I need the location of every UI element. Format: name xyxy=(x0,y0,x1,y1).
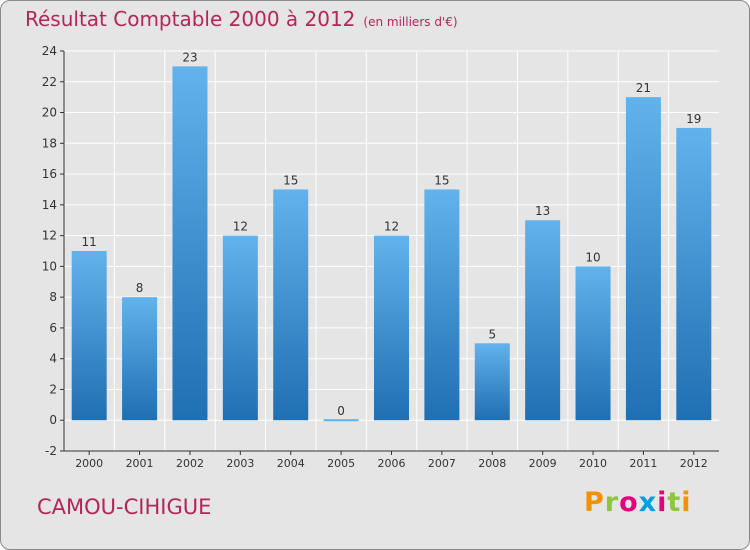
bars xyxy=(71,66,712,422)
bar-2012 xyxy=(676,127,712,421)
value-label: 10 xyxy=(585,250,600,264)
bar-2005 xyxy=(323,419,359,422)
x-tick-label: 2001 xyxy=(126,457,154,470)
value-label: 19 xyxy=(686,112,701,126)
x-tick-label: 2004 xyxy=(277,457,305,470)
y-tick-label: 18 xyxy=(42,136,57,150)
proxiti-logo: Proxiti xyxy=(584,487,692,518)
logo-letter: t xyxy=(667,487,682,518)
x-tick-label: 2005 xyxy=(327,457,355,470)
value-label: 11 xyxy=(82,235,97,249)
y-tick-label: -2 xyxy=(45,444,57,458)
logo-letter: i xyxy=(657,487,668,518)
x-tick-label: 2009 xyxy=(529,457,557,470)
y-tick-label: 8 xyxy=(49,290,57,304)
x-tick-label: 2010 xyxy=(579,457,607,470)
x-tick-label: 2006 xyxy=(378,457,406,470)
y-tick-label: 20 xyxy=(42,106,57,120)
logo-letter: o xyxy=(619,487,639,518)
x-tick-label: 2003 xyxy=(226,457,254,470)
bar-2003 xyxy=(222,235,258,421)
x-tick-label: 2007 xyxy=(428,457,456,470)
x-tick-label: 2012 xyxy=(680,457,708,470)
bar-2009 xyxy=(525,220,561,421)
bar-2007 xyxy=(424,189,460,421)
bar-2002 xyxy=(172,66,208,421)
chart-subtitle: (en milliers d'€) xyxy=(363,15,458,29)
y-tick-label: 6 xyxy=(49,321,57,335)
logo-letter: r xyxy=(604,487,620,518)
y-tick-label: 24 xyxy=(42,44,57,58)
title-row: Résultat Comptable 2000 à 2012 (en millie… xyxy=(25,7,458,31)
value-label: 12 xyxy=(384,220,399,234)
bar-2004 xyxy=(273,189,309,421)
bar-2001 xyxy=(122,297,158,421)
bar-2000 xyxy=(71,251,107,421)
logo-letter: i xyxy=(681,487,692,518)
bar-2008 xyxy=(474,343,510,421)
bar-2011 xyxy=(625,97,661,421)
value-label: 0 xyxy=(337,404,345,418)
bar-2010 xyxy=(575,266,611,421)
y-tick-label: 4 xyxy=(49,352,57,366)
value-label: 5 xyxy=(488,327,496,341)
y-tick-label: 0 xyxy=(49,413,57,427)
value-label: 12 xyxy=(233,220,248,234)
logo-letter: x xyxy=(638,487,658,518)
logo-letter: P xyxy=(584,487,605,518)
commune-name: CAMOU-CIHIGUE xyxy=(37,495,212,519)
value-label: 8 xyxy=(136,281,144,295)
x-tick-label: 2008 xyxy=(478,457,506,470)
value-label: 23 xyxy=(182,50,197,64)
x-tick-label: 2002 xyxy=(176,457,204,470)
y-tick-label: 2 xyxy=(49,382,57,396)
chart-title: Résultat Comptable 2000 à 2012 xyxy=(25,7,356,31)
x-tick-label: 2000 xyxy=(75,457,103,470)
value-label: 13 xyxy=(535,204,550,218)
value-label: 21 xyxy=(636,81,651,95)
value-label: 15 xyxy=(434,173,449,187)
x-tick-label: 2011 xyxy=(629,457,657,470)
y-tick-label: 10 xyxy=(42,259,57,273)
value-label: 15 xyxy=(283,173,298,187)
y-tick-label: 22 xyxy=(42,75,57,89)
y-tick-label: 12 xyxy=(42,229,57,243)
y-tick-label: 14 xyxy=(42,198,57,212)
value-labels: 11 8 23 12 15 0 12 15 5 13 10 21 19 xyxy=(82,50,702,418)
bar-2006 xyxy=(374,235,409,421)
y-tick-label: 16 xyxy=(42,167,57,181)
